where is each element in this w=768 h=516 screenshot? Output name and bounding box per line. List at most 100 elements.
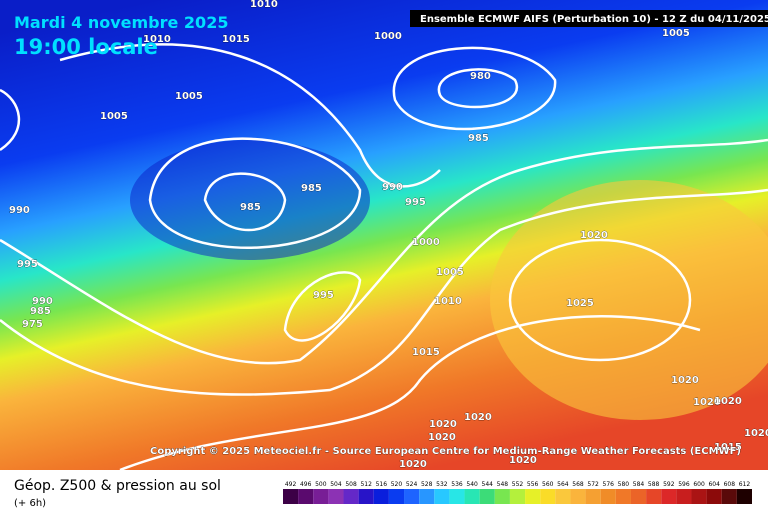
colorbar-label: 584 — [633, 481, 645, 488]
colorbar-cell — [676, 489, 692, 504]
colorbar-cell — [600, 489, 616, 504]
isobar-label: 985 — [301, 183, 322, 194]
colorbar-label: 520 — [391, 481, 403, 488]
isobar-label: 995 — [17, 259, 38, 270]
colorbar-label: 600 — [693, 481, 705, 488]
colorbar-label: 552 — [512, 481, 524, 488]
colorbar-label: 560 — [542, 481, 554, 488]
colorbar-label: 576 — [603, 481, 615, 488]
colorbar-cell — [343, 489, 359, 504]
colorbar-label: 572 — [587, 481, 599, 488]
colorbar-cell — [630, 489, 647, 504]
colorbar-label: 524 — [406, 481, 418, 488]
isobars — [0, 43, 768, 472]
colorbar-label: 508 — [345, 481, 357, 488]
colorbar-cell — [509, 489, 526, 504]
colorbar-label: 512 — [360, 481, 372, 488]
colorbar-cell — [525, 489, 541, 504]
isobar-label: 1015 — [714, 442, 742, 453]
isobar-label: 990 — [9, 205, 30, 216]
local-time: 19:00 locale — [14, 35, 158, 59]
isobar — [0, 138, 768, 365]
colorbar: 492 496 500 504 508 512 516 520 524 528 532 536 540 5… — [283, 481, 752, 504]
colorbar-cell — [404, 489, 420, 504]
colorbar-label: 592 — [663, 481, 675, 488]
colorbar-cell — [706, 489, 722, 504]
colorbar-cell — [283, 489, 299, 504]
isobar — [0, 188, 768, 396]
colorbar-label: 532 — [436, 481, 448, 488]
isobar — [283, 271, 362, 342]
colorbar-label: 548 — [497, 481, 509, 488]
isobar-label: 1020 — [509, 455, 537, 466]
colorbar-label: 564 — [557, 481, 569, 488]
colorbar-cell — [449, 489, 465, 504]
colorbar-cell — [646, 489, 662, 504]
colorbar-cell — [388, 489, 405, 504]
colorbar-cell — [615, 489, 631, 504]
isobar-label: 980 — [470, 71, 491, 82]
colorbar-label: 516 — [376, 481, 388, 488]
run-info: Ensemble ECMWF AIFS (Perturbation 10) - … — [420, 14, 768, 25]
isobar-label: 995 — [405, 197, 426, 208]
isobar-label: 1010 — [143, 34, 171, 45]
colorbar-label: 608 — [724, 481, 736, 488]
colorbar-cell — [479, 489, 495, 504]
colorbar-cell — [691, 489, 707, 504]
colorbar-label: 492 — [285, 481, 297, 488]
colorbar-cell — [298, 489, 314, 504]
isobar-label: 1005 — [175, 91, 203, 102]
isobar-label: 1000 — [412, 237, 440, 248]
isobar-label: 1005 — [436, 267, 464, 278]
colorbar-label: 536 — [451, 481, 463, 488]
warm-area — [490, 180, 768, 420]
copyright: Copyright © 2025 Meteociel.fr - Source E… — [150, 446, 741, 457]
colorbar-cell — [328, 489, 344, 504]
colorbar-label: 604 — [708, 481, 720, 488]
isobar — [392, 46, 557, 131]
isobar-label: 1020 — [429, 419, 457, 430]
colorbar-cell — [494, 489, 510, 504]
isobar — [119, 315, 701, 472]
colorbar-cell — [313, 489, 329, 504]
isobar — [148, 137, 362, 249]
legend-title: Géop. Z500 & pression au sol — [14, 478, 221, 494]
isobar — [203, 172, 287, 232]
isobar-label: 1020 — [580, 230, 608, 241]
colorbar-label: 544 — [482, 481, 494, 488]
isobar-label: 985 — [240, 202, 261, 213]
isobar-label: 990 — [382, 182, 403, 193]
colorbar-label: 496 — [300, 481, 312, 488]
isobar-label: 1020 — [671, 375, 699, 386]
colorbar-label: 612 — [739, 481, 751, 488]
colorbar-cell — [434, 489, 450, 504]
isobar-label: 1020 — [428, 432, 456, 443]
isobar-label: 1005 — [100, 111, 128, 122]
isobar — [437, 68, 519, 109]
isobar-label: 995 — [313, 290, 334, 301]
colorbar-label: 504 — [330, 481, 342, 488]
colorbar-cell — [570, 489, 586, 504]
isobar-label: 990 — [32, 296, 53, 307]
colorbar-label: 500 — [315, 481, 327, 488]
isobar-label: 985 — [30, 306, 51, 317]
low-area — [130, 140, 370, 260]
isobar — [508, 238, 692, 362]
isobar-label: 1015 — [412, 347, 440, 358]
isobar — [59, 43, 441, 188]
isobar-label: 1020 — [714, 396, 742, 407]
colorbar-cell — [464, 489, 480, 504]
colorbar-cell — [721, 489, 737, 504]
colorbar-cell — [736, 489, 752, 504]
isobar-label: 1020 — [399, 459, 427, 470]
isobar-labels: 1010 1010 1015 1000 1005 980 1005 1005 9… — [9, 0, 768, 470]
colorbar-label: 556 — [527, 481, 539, 488]
isobar — [0, 88, 20, 152]
colorbar-label: 596 — [678, 481, 690, 488]
isobar-label: 1000 — [374, 31, 402, 42]
isobar-label: 1005 — [662, 28, 690, 39]
colorbar-label: 568 — [572, 481, 584, 488]
colorbar-label: 588 — [648, 481, 660, 488]
isobar-label: 1025 — [566, 298, 594, 309]
